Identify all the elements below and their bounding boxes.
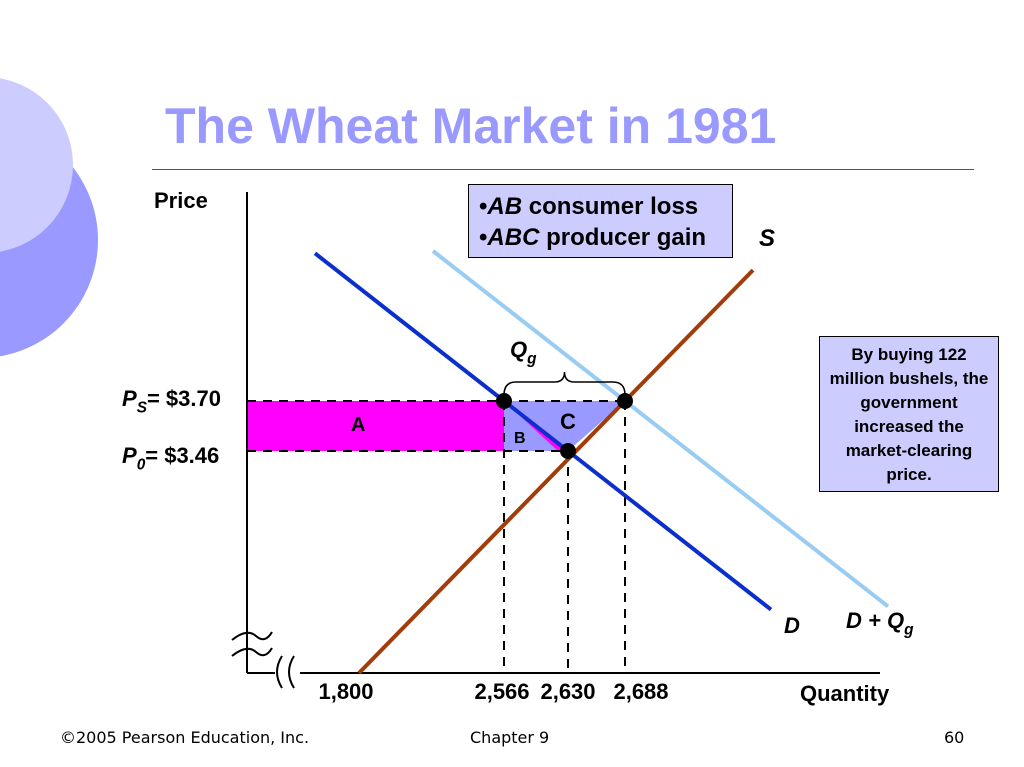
x-tick-label: 1,800 [318, 679, 373, 704]
supply-curve [357, 268, 755, 675]
demand-curve [313, 251, 773, 612]
demand-plus-qg-label: D + Qg [846, 608, 914, 639]
x-axis-break-icon [276, 655, 295, 689]
equilibrium-point [617, 393, 633, 409]
equilibrium-point [496, 393, 512, 409]
legend-line-producer-gain: •ABC producer gain [479, 224, 707, 251]
legend-em-abc: ABC [487, 224, 540, 251]
page-title: The Wheat Market in 1981 [165, 98, 777, 154]
legend-text-producer-gain: producer gain [539, 224, 707, 251]
x-tick-label: 2,688 [613, 679, 668, 704]
footer-copyright: ©2005 Pearson Education, Inc. [60, 728, 310, 747]
note-box: By buying 122 million bushels, the gover… [819, 336, 999, 492]
footer-page-number: 60 [944, 728, 965, 747]
x-tick-label: 2,630 [540, 679, 595, 704]
area-bc [504, 401, 625, 451]
demand-plus-qg-curve [431, 249, 890, 609]
y-axis-label: Price [154, 188, 208, 213]
area-c-label: C [560, 409, 576, 434]
equilibrium-point [560, 443, 576, 459]
legend-box: •AB consumer loss •ABC producer gain [468, 184, 733, 258]
price-label-ps: PS= $3.70 [122, 386, 221, 417]
legend-text-consumer-loss: consumer loss [522, 193, 699, 220]
qg-brace [503, 371, 626, 396]
decorative-circle-light [0, 78, 73, 252]
area-b-label: B [514, 430, 526, 447]
qg-label: Qg [510, 337, 537, 368]
y-axis-break-icon [231, 631, 273, 657]
price-label-p0: P0= $3.46 [122, 443, 219, 474]
area-a [247, 401, 504, 451]
slide-decoration [0, 78, 98, 357]
demand-label: D [784, 613, 800, 638]
area-a-label: A [351, 414, 365, 436]
x-tick-label: 2,566 [474, 679, 529, 704]
title-divider [152, 169, 974, 170]
supply-label: S [759, 225, 775, 252]
footer-chapter: Chapter 9 [470, 728, 550, 747]
legend-em-ab: AB [487, 193, 523, 220]
x-axis-label: Quantity [800, 681, 890, 706]
legend-line-consumer-loss: •AB consumer loss [479, 193, 699, 220]
